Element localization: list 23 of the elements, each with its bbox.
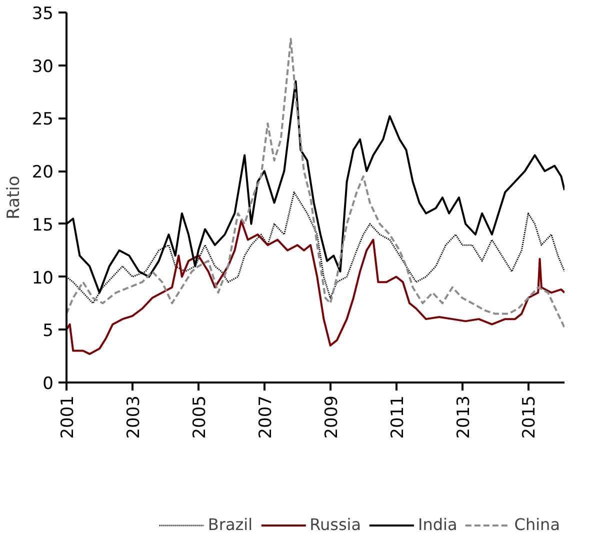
x-tick-label: 2011 [388, 396, 408, 439]
legend-label: Russia [310, 515, 362, 534]
line-series [66, 38, 564, 329]
x-tick-label: 2003 [124, 396, 144, 439]
x-tick-label: 2009 [322, 396, 342, 439]
x-tick-label: 2013 [454, 396, 474, 439]
y-tick-label: 20 [32, 162, 54, 183]
x-tick-label: 2007 [256, 396, 276, 439]
y-tick-label: 35 [32, 4, 54, 24]
y-tick-label: 0 [42, 374, 54, 394]
y-axis-title: Ratio [4, 176, 24, 220]
x-tick-label: 2005 [190, 396, 210, 439]
x-tick-label: 2001 [58, 396, 78, 439]
y-tick-label: 15 [32, 215, 54, 236]
x-tick-label: 2015 [520, 396, 540, 439]
line-series [66, 220, 564, 355]
y-tick-label: 30 [32, 56, 54, 77]
legend-label: Brazil [208, 515, 253, 534]
legend-label: China [514, 515, 560, 534]
y-tick-label: 5 [42, 321, 54, 342]
y-tick-label: 25 [32, 110, 54, 130]
y-tick-label: 10 [32, 268, 54, 288]
legend-label: India [418, 515, 458, 534]
